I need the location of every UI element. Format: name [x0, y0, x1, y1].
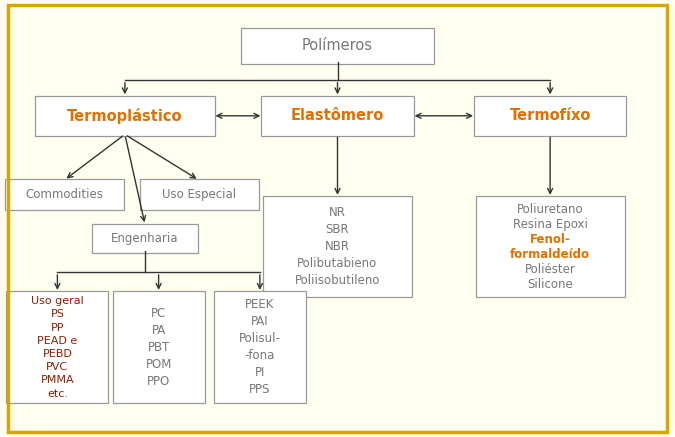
FancyBboxPatch shape — [113, 291, 205, 403]
Text: PEEK
PAI
Polisul-
-fona
PI
PPS: PEEK PAI Polisul- -fona PI PPS — [239, 298, 281, 396]
FancyBboxPatch shape — [261, 96, 414, 135]
Text: Uso geral
PS
PP
PEAD e
PEBD
PVC
PMMA
etc.: Uso geral PS PP PEAD e PEBD PVC PMMA etc… — [31, 296, 84, 399]
FancyBboxPatch shape — [241, 28, 434, 63]
FancyBboxPatch shape — [263, 197, 412, 297]
FancyBboxPatch shape — [92, 224, 198, 253]
FancyBboxPatch shape — [140, 179, 259, 210]
Text: Poliuretano: Poliuretano — [517, 203, 583, 215]
FancyBboxPatch shape — [5, 179, 124, 210]
Text: Engenharia: Engenharia — [111, 232, 179, 245]
FancyBboxPatch shape — [7, 291, 108, 403]
Text: Silicone: Silicone — [527, 278, 573, 291]
Text: NR
SBR
NBR
Polibutabieno
Poliisobutileno: NR SBR NBR Polibutabieno Poliisobutileno — [295, 206, 380, 288]
Text: Termoplástico: Termoplástico — [67, 108, 183, 124]
Text: Elastômero: Elastômero — [291, 108, 384, 123]
FancyBboxPatch shape — [35, 96, 215, 135]
FancyBboxPatch shape — [474, 96, 626, 135]
FancyBboxPatch shape — [475, 197, 624, 297]
Text: Resina Epoxi: Resina Epoxi — [513, 218, 587, 231]
Text: Fenol-: Fenol- — [530, 233, 570, 246]
Text: Polímeros: Polímeros — [302, 38, 373, 53]
Text: Commodities: Commodities — [25, 188, 103, 201]
Text: Termofíxo: Termofíxo — [510, 108, 591, 123]
Text: formaldeído: formaldeído — [510, 248, 590, 261]
Text: Poliéster: Poliéster — [524, 263, 576, 276]
FancyBboxPatch shape — [214, 291, 306, 403]
Text: Uso Especial: Uso Especial — [162, 188, 236, 201]
Text: PC
PA
PBT
POM
PPO: PC PA PBT POM PPO — [145, 307, 172, 388]
